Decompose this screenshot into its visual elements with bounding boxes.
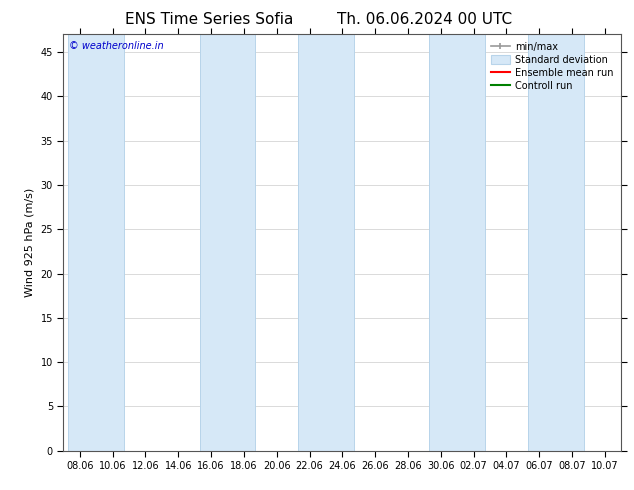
Text: Th. 06.06.2024 00 UTC: Th. 06.06.2024 00 UTC: [337, 12, 512, 27]
Bar: [68, 34, 124, 451]
Text: © weatheronline.in: © weatheronline.in: [69, 41, 164, 50]
Bar: [298, 34, 354, 451]
Y-axis label: Wind 925 hPa (m/s): Wind 925 hPa (m/s): [25, 188, 35, 297]
Legend: min/max, Standard deviation, Ensemble mean run, Controll run: min/max, Standard deviation, Ensemble me…: [488, 39, 616, 94]
Bar: [200, 34, 256, 451]
Bar: [429, 34, 485, 451]
Text: ENS Time Series Sofia: ENS Time Series Sofia: [125, 12, 294, 27]
Bar: [527, 34, 583, 451]
